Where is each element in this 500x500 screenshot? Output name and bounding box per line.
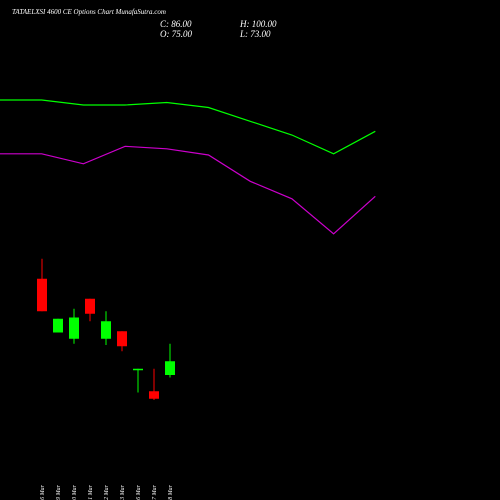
x-tick-label: 12 Mar — [104, 484, 110, 500]
candle-body — [133, 368, 143, 371]
candle-body — [53, 318, 63, 333]
x-tick-label: 10 Mar — [72, 484, 78, 500]
low-text: L: 73.00 — [239, 29, 271, 39]
candle-body — [149, 391, 159, 399]
indicator-line — [0, 99, 376, 155]
x-tick-label: 13 Mar — [120, 484, 126, 500]
candle-body — [101, 321, 111, 339]
x-tick-label: 16 Mar — [136, 484, 142, 500]
candle-body — [85, 298, 95, 314]
x-tick-label: 06 Mar — [40, 484, 46, 500]
indicator-line — [0, 145, 376, 235]
x-tick-label: 09 Mar — [56, 484, 62, 500]
high-text: H: 100.00 — [239, 19, 277, 29]
x-tick-label: 18 Mar — [168, 484, 174, 500]
candle-body — [165, 361, 175, 375]
open-text: O: 75.00 — [160, 29, 192, 39]
candle-body — [37, 278, 47, 312]
candle-body — [69, 317, 79, 339]
x-tick-label: 11 Mar — [88, 484, 94, 500]
chart-title: TATAELXSI 4600 CE Options Chart MunafaSu… — [12, 8, 166, 16]
close-text: C: 86.00 — [160, 19, 192, 29]
candle-body — [117, 331, 127, 347]
x-tick-label: 17 Mar — [152, 484, 158, 500]
